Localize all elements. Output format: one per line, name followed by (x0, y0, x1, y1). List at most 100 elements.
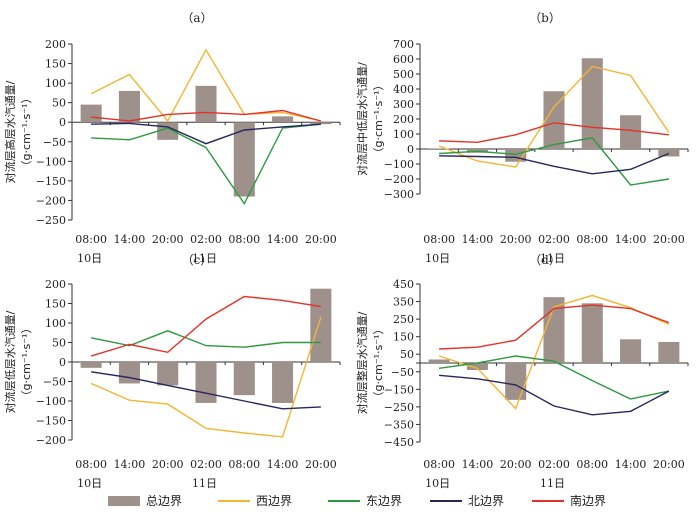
y-tick-label: −250 (36, 214, 66, 227)
y-axis-unit: （g·cm⁻¹·s⁻¹） (20, 93, 33, 172)
x-tick-label: 14:00 (114, 458, 146, 471)
y-tick-label: 300 (393, 98, 414, 111)
y-tick-label: −100 (36, 155, 66, 168)
bar-total (157, 362, 179, 386)
x-tick-label: 14:00 (615, 233, 647, 246)
x-day-label: 10日 (77, 252, 102, 265)
x-tick-label: 08:00 (576, 233, 608, 246)
series-line-north (439, 374, 670, 416)
x-day-label: 10日 (425, 252, 450, 265)
y-tick-label: −250 (384, 401, 414, 414)
bar-total (272, 362, 294, 403)
y-tick-label: 250 (393, 313, 414, 326)
x-day-label: 10日 (77, 477, 102, 490)
x-tick-label: 08:00 (75, 458, 107, 471)
panel-title: （d） (529, 253, 561, 267)
x-tick-label: 02:00 (190, 458, 222, 471)
y-tick-label: 50 (52, 337, 66, 350)
y-axis-unit: （g·cm⁻¹·s⁻¹） (20, 323, 33, 402)
x-tick-label: 08:00 (228, 233, 260, 246)
bar-total (310, 288, 332, 362)
series-line-south (91, 109, 322, 122)
legend-item-south: 南边界 (532, 493, 606, 508)
y-tick-label: 200 (45, 38, 66, 51)
x-tick-label: 20:00 (653, 458, 685, 471)
y-tick-label: 0 (59, 116, 66, 129)
series-line-north (90, 371, 321, 410)
x-tick-label: 08:00 (423, 233, 455, 246)
series-line-north (439, 152, 670, 175)
x-day-label: 11日 (192, 477, 217, 490)
x-tick-label: 14:00 (462, 233, 494, 246)
x-tick-label: 14:00 (267, 233, 299, 246)
series-line-east (91, 123, 321, 205)
bar-total (581, 58, 603, 149)
legend: 总边界 西边界 东边界 北边界 南边界 (108, 493, 606, 508)
y-tick-label: 0 (59, 356, 66, 369)
y-tick-label: −200 (384, 173, 414, 186)
panel-d: （d） 对流层整层水汽通量/（g·cm⁻¹·s⁻¹） 450 350 250 150 50 −… (355, 253, 689, 490)
bar-total (233, 362, 255, 396)
bar-total (272, 116, 294, 123)
bar-total (195, 85, 217, 123)
y-tick-label: 100 (393, 128, 414, 141)
x-day-label: 11日 (540, 252, 565, 265)
y-tick-label: 200 (393, 113, 414, 126)
y-axis-label: 对流层整层水汽通量/ (355, 311, 369, 414)
bar-total (233, 122, 255, 197)
y-tick-label: 700 (393, 38, 414, 51)
y-tick-label: −350 (384, 418, 414, 431)
series-line-west (438, 65, 670, 168)
x-day-label: 11日 (192, 252, 217, 265)
bar-total (118, 362, 140, 384)
x-tick-label: 08:00 (576, 458, 608, 471)
y-tick-label: 150 (45, 298, 66, 311)
y-tick-label: −300 (384, 188, 414, 201)
y-tick-label: −450 (384, 436, 414, 449)
y-tick-label: −200 (36, 194, 66, 207)
panel-title: （c） (182, 253, 213, 267)
x-tick-label: 20:00 (152, 458, 184, 471)
y-tick-label: 200 (45, 278, 66, 291)
bar-total (543, 91, 565, 149)
y-tick-label: 450 (393, 278, 414, 291)
panel-b: （b） 对流层中低层水汽通量/（g·cm⁻¹·s⁻¹） 700 600 500 400 30… (355, 11, 689, 265)
x-tick-label: 08:00 (423, 458, 455, 471)
x-tick-label: 02:00 (538, 458, 570, 471)
legend-label: 西边界 (256, 494, 292, 508)
x-tick-label: 14:00 (267, 458, 299, 471)
y-tick-label: 100 (45, 77, 66, 90)
bar-total (581, 303, 603, 363)
x-tick-label: 02:00 (190, 233, 222, 246)
y-axis-label: 对流层高层水汽通量/ (3, 80, 17, 183)
panel-title: （a） (181, 11, 212, 25)
y-tick-label: 100 (45, 317, 66, 330)
y-tick-label: 150 (393, 331, 414, 344)
y-axis-unit: （g·cm⁻¹·s⁻¹） (372, 324, 385, 403)
y-tick-label: 350 (393, 296, 414, 309)
bar-total (80, 104, 102, 123)
series-line-east (90, 330, 321, 348)
x-tick-label: 08:00 (228, 458, 260, 471)
x-tick-label: 20:00 (653, 233, 685, 246)
y-tick-label: 50 (400, 348, 414, 361)
series-line-south (439, 122, 669, 144)
bar-total (428, 359, 450, 363)
legend-item-east: 东边界 (328, 494, 402, 508)
x-tick-label: 14:00 (615, 458, 647, 471)
x-tick-label: 20:00 (500, 458, 532, 471)
bar-total (195, 362, 217, 403)
legend-item-north: 北边界 (430, 494, 504, 508)
bar-total (310, 122, 332, 125)
series-line-west (90, 48, 322, 123)
y-tick-label: −100 (384, 158, 414, 171)
bar-total (118, 90, 140, 123)
bar-total (80, 362, 102, 368)
y-tick-label: −150 (36, 415, 66, 428)
bar-total (620, 339, 642, 363)
x-tick-label: 20:00 (152, 233, 184, 246)
panel-title: （b） (529, 11, 561, 25)
y-tick-label: −100 (36, 395, 66, 408)
legend-label: 南边界 (570, 493, 606, 508)
